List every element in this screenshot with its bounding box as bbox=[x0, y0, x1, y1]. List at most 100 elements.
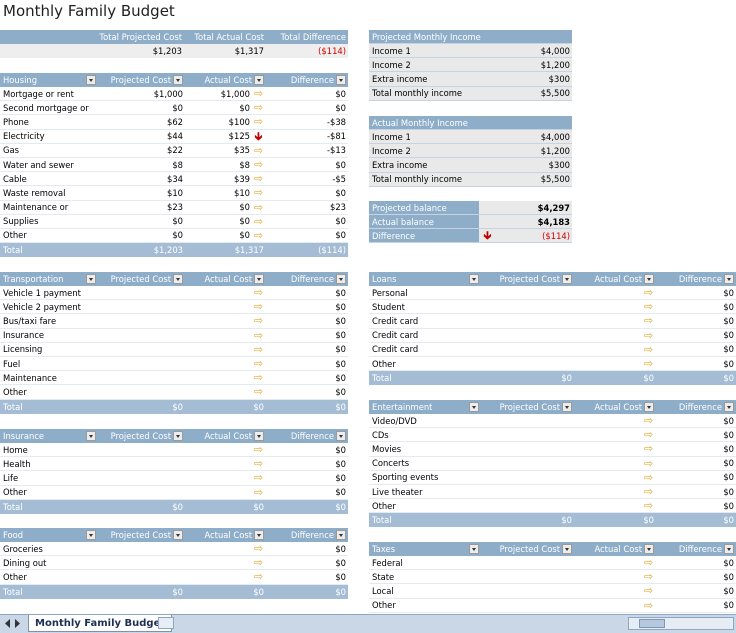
difference-cell[interactable]: $0 bbox=[723, 315, 734, 326]
difference-cell[interactable]: $0 bbox=[723, 486, 734, 497]
actual-cost-cell[interactable] bbox=[574, 584, 642, 597]
difference-cell[interactable]: $0 bbox=[723, 344, 734, 355]
row-label[interactable]: Supplies bbox=[3, 216, 39, 227]
actual-cost-cell[interactable]: $8 bbox=[239, 159, 250, 170]
row-label[interactable]: Home bbox=[3, 444, 28, 455]
actual-cost-cell[interactable]: $0 bbox=[239, 216, 250, 227]
projected-cost-cell[interactable] bbox=[96, 556, 185, 569]
projected-cost-cell[interactable] bbox=[479, 499, 574, 512]
difference-cell[interactable]: $0 bbox=[335, 458, 346, 469]
income-label[interactable]: Income 1 bbox=[372, 45, 411, 56]
projected-cost-cell[interactable] bbox=[96, 343, 185, 356]
actual-cost-header[interactable]: Actual Cost bbox=[574, 272, 656, 286]
row-label[interactable]: Credit card bbox=[372, 330, 419, 341]
difference-cell[interactable]: $0 bbox=[335, 386, 346, 397]
income-value[interactable]: $5,500 bbox=[540, 174, 570, 185]
total-actual[interactable]: $0 bbox=[253, 501, 264, 512]
total-projected[interactable]: $0 bbox=[172, 401, 183, 412]
actual-cost-cell[interactable] bbox=[185, 443, 252, 456]
actual-cost-cell[interactable] bbox=[574, 300, 642, 313]
dropdown-arrow-icon[interactable] bbox=[86, 75, 96, 85]
projected-cost-cell[interactable] bbox=[479, 485, 574, 498]
balance-label[interactable]: Actual balance bbox=[372, 216, 434, 227]
row-label[interactable]: Cable bbox=[3, 173, 27, 184]
projected-cost-cell[interactable] bbox=[96, 471, 185, 484]
projected-cost-header[interactable]: Projected Cost bbox=[96, 73, 185, 87]
row-label[interactable]: Electricity bbox=[3, 131, 45, 142]
actual-cost-cell[interactable] bbox=[574, 357, 642, 370]
actual-cost-header[interactable]: Actual Cost bbox=[185, 73, 266, 87]
dropdown-arrow-icon[interactable] bbox=[173, 431, 183, 441]
projected-cost-cell[interactable] bbox=[479, 570, 574, 583]
actual-cost-cell[interactable] bbox=[574, 343, 642, 356]
total-projected[interactable]: $0 bbox=[172, 586, 183, 597]
difference-cell[interactable]: $0 bbox=[335, 487, 346, 498]
projected-cost-cell[interactable] bbox=[479, 343, 574, 356]
balance-label[interactable]: Difference bbox=[372, 230, 416, 241]
actual-cost-cell[interactable] bbox=[185, 286, 252, 299]
projected-cost-header[interactable]: Projected Cost bbox=[479, 272, 574, 286]
difference-header[interactable]: Difference bbox=[266, 429, 348, 443]
category-title[interactable]: Insurance bbox=[0, 429, 96, 443]
difference-cell[interactable]: $0 bbox=[335, 472, 346, 483]
row-label[interactable]: Personal bbox=[372, 287, 408, 298]
income-value[interactable]: $300 bbox=[548, 73, 570, 84]
difference-cell[interactable]: $0 bbox=[335, 330, 346, 341]
projected-cost-cell[interactable] bbox=[96, 300, 185, 313]
actual-cost-cell[interactable]: $1,000 bbox=[220, 88, 250, 99]
projected-cost-cell[interactable]: $44 bbox=[167, 131, 183, 142]
dropdown-arrow-icon[interactable] bbox=[644, 544, 654, 554]
difference-header[interactable]: Difference bbox=[266, 272, 348, 286]
dropdown-arrow-icon[interactable] bbox=[254, 274, 264, 284]
actual-cost-cell[interactable] bbox=[574, 286, 642, 299]
total-label[interactable]: Total bbox=[3, 501, 23, 512]
row-label[interactable]: Health bbox=[3, 458, 31, 469]
dropdown-arrow-icon[interactable] bbox=[173, 274, 183, 284]
difference-cell[interactable]: $0 bbox=[335, 301, 346, 312]
row-label[interactable]: Second mortgage or bbox=[3, 102, 89, 113]
category-title[interactable]: Entertainment bbox=[369, 400, 479, 414]
total-difference[interactable]: $0 bbox=[335, 586, 346, 597]
actual-cost-cell[interactable] bbox=[185, 300, 252, 313]
difference-cell[interactable]: $0 bbox=[335, 372, 346, 383]
dropdown-arrow-icon[interactable] bbox=[644, 274, 654, 284]
total-label[interactable]: Total bbox=[372, 515, 392, 526]
difference-header[interactable]: Difference bbox=[266, 528, 348, 542]
projected-cost-cell[interactable] bbox=[96, 443, 185, 456]
row-label[interactable]: Sporting events bbox=[372, 472, 439, 483]
dropdown-arrow-icon[interactable] bbox=[336, 75, 346, 85]
horizontal-scrollbar[interactable] bbox=[628, 617, 734, 630]
total-projected[interactable]: $0 bbox=[172, 501, 183, 512]
actual-cost-cell[interactable] bbox=[574, 457, 642, 470]
row-label[interactable]: CDs bbox=[372, 429, 389, 440]
balance-label[interactable]: Projected balance bbox=[372, 202, 447, 213]
actual-cost-cell[interactable] bbox=[574, 471, 642, 484]
dropdown-arrow-icon[interactable] bbox=[254, 530, 264, 540]
difference-cell[interactable]: $0 bbox=[335, 557, 346, 568]
projected-cost-cell[interactable] bbox=[479, 357, 574, 370]
actual-cost-cell[interactable] bbox=[185, 314, 252, 327]
total-difference[interactable]: $0 bbox=[335, 501, 346, 512]
projected-cost-cell[interactable] bbox=[479, 457, 574, 470]
summary-difference-value[interactable]: ($114) bbox=[318, 46, 346, 57]
difference-cell[interactable]: $0 bbox=[335, 230, 346, 241]
actual-income-header[interactable]: Actual Monthly Income bbox=[369, 116, 572, 130]
total-actual[interactable]: $0 bbox=[253, 586, 264, 597]
category-title[interactable]: Food bbox=[0, 528, 96, 542]
actual-cost-cell[interactable] bbox=[574, 599, 642, 612]
actual-cost-cell[interactable] bbox=[185, 457, 252, 470]
row-label[interactable]: Other bbox=[372, 600, 396, 611]
difference-cell[interactable]: $0 bbox=[335, 187, 346, 198]
total-projected[interactable]: $1,203 bbox=[153, 245, 183, 256]
difference-cell[interactable]: -$13 bbox=[326, 145, 346, 156]
projected-cost-header[interactable]: Projected Cost bbox=[479, 542, 574, 556]
row-label[interactable]: Concerts bbox=[372, 458, 410, 469]
projected-cost-cell[interactable]: $1,000 bbox=[153, 88, 183, 99]
difference-cell[interactable]: $0 bbox=[335, 444, 346, 455]
row-label[interactable]: Dining out bbox=[3, 557, 47, 568]
projected-cost-cell[interactable] bbox=[96, 570, 185, 583]
dropdown-arrow-icon[interactable] bbox=[86, 274, 96, 284]
actual-cost-header[interactable]: Actual Cost bbox=[574, 542, 656, 556]
dropdown-arrow-icon[interactable] bbox=[724, 544, 734, 554]
projected-cost-cell[interactable] bbox=[96, 357, 185, 370]
